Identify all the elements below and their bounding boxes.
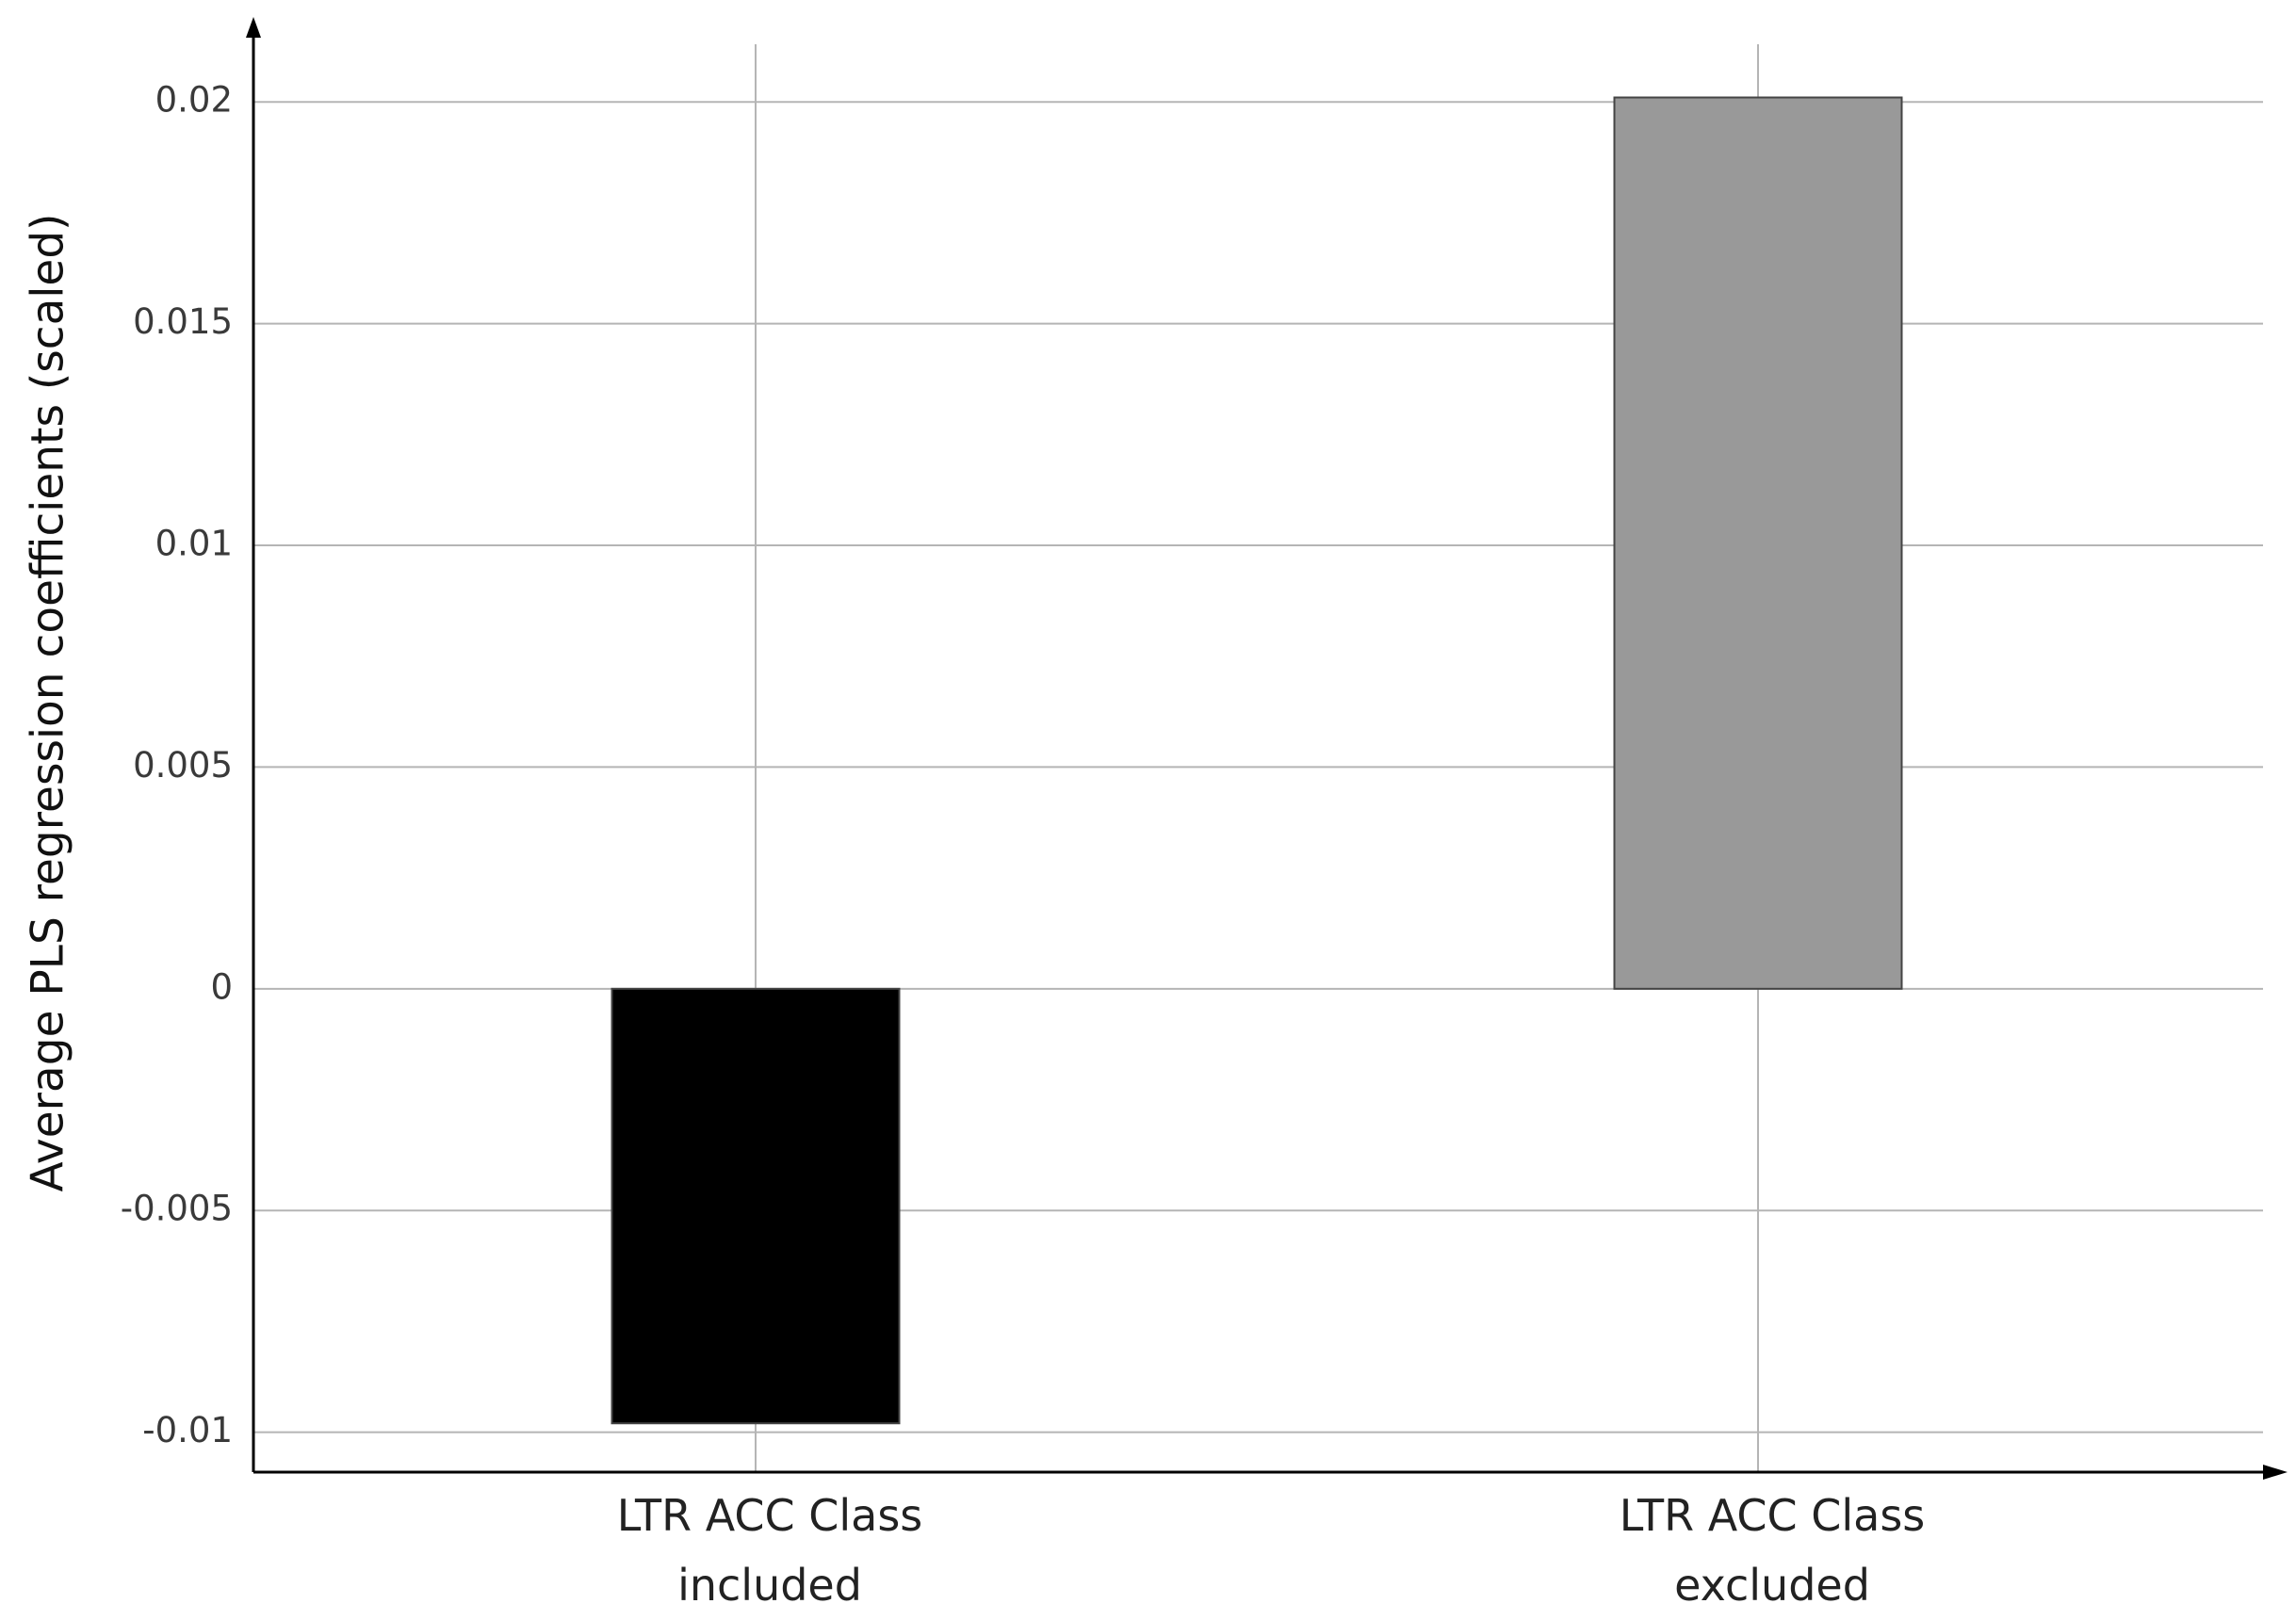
- y-tick-label: 0.02: [155, 80, 233, 121]
- y-tick-label: 0.015: [133, 301, 233, 342]
- y-tick-label: 0.005: [133, 745, 233, 786]
- y-tick-label: 0: [210, 966, 233, 1007]
- y-axis-arrow: [246, 17, 261, 38]
- x-tick-label: LTR ACC Class excluded: [1619, 1490, 1926, 1611]
- y-tick-label: 0.01: [155, 524, 233, 564]
- y-tick-label: -0.01: [142, 1410, 233, 1450]
- bar: [611, 987, 901, 1425]
- y-axis-title: Average PLS regression coefficients (sca…: [23, 213, 74, 1191]
- y-tick-label: -0.005: [121, 1189, 233, 1229]
- x-axis-arrow: [2263, 1465, 2288, 1480]
- bar: [1613, 96, 1903, 990]
- x-tick-label: LTR ACC Class included: [616, 1490, 923, 1611]
